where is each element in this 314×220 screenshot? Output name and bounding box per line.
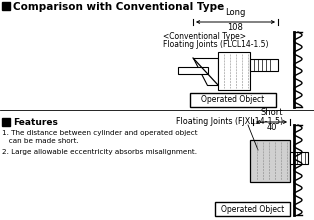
Bar — [178, 67, 208, 74]
Bar — [218, 52, 250, 90]
Bar — [250, 140, 290, 182]
Bar — [2, 118, 10, 126]
Text: can be made short.: can be made short. — [2, 138, 79, 144]
Text: 108: 108 — [228, 23, 243, 32]
Text: Long: Long — [225, 8, 246, 17]
Text: 40: 40 — [266, 123, 277, 132]
Bar — [290, 152, 308, 164]
Polygon shape — [193, 58, 218, 85]
Text: Comparison with Conventional Type: Comparison with Conventional Type — [13, 2, 224, 12]
Text: 2. Large allowable eccentricity absorbs misalignment.: 2. Large allowable eccentricity absorbs … — [2, 149, 197, 155]
Text: Floating Joints (FJXL14-1.5): Floating Joints (FJXL14-1.5) — [176, 117, 284, 126]
Bar — [2, 2, 10, 10]
Text: Operated Object: Operated Object — [201, 95, 265, 104]
Bar — [190, 93, 276, 107]
Text: Short: Short — [260, 108, 283, 117]
Bar — [250, 59, 278, 71]
Text: Features: Features — [13, 118, 58, 127]
Text: Operated Object: Operated Object — [221, 205, 284, 213]
Bar — [215, 202, 290, 216]
Text: <Conventional Type>: <Conventional Type> — [163, 32, 246, 41]
Text: 1. The distance between cylinder and operated object: 1. The distance between cylinder and ope… — [2, 130, 198, 136]
Text: Floating Joints (FLCL14-1.5): Floating Joints (FLCL14-1.5) — [163, 40, 268, 49]
